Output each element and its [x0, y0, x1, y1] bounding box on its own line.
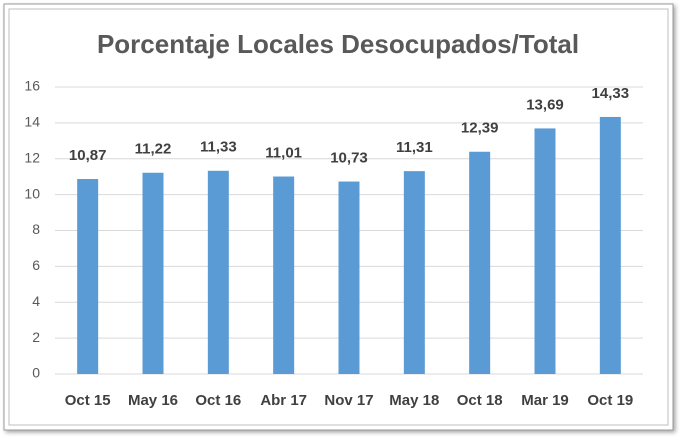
x-tick-label: Abr 17: [260, 392, 307, 409]
y-tick-label: 0: [32, 365, 40, 381]
x-tick-label: Oct 18: [457, 392, 503, 409]
x-tick-label: Oct 15: [65, 392, 111, 409]
bar: [142, 172, 164, 374]
value-label: 11,22: [135, 141, 172, 158]
bar: [403, 171, 425, 374]
bar: [273, 176, 295, 374]
value-label: 11,33: [200, 139, 237, 156]
value-label: 11,31: [396, 139, 433, 156]
y-tick-label: 2: [32, 329, 40, 345]
y-tick-label: 12: [24, 149, 40, 165]
x-tick-label: May 16: [128, 392, 178, 409]
x-tick-label: Nov 17: [324, 392, 373, 409]
plot-area: 0 2 4 6 8 10 12 14 16 10,87 Oct 15 11,22 May 16 11,33…: [24, 78, 643, 409]
bar: [207, 170, 229, 374]
value-label: 11,01: [265, 144, 302, 161]
bar: [534, 128, 556, 374]
bar: [599, 116, 621, 374]
value-label: 12,39: [461, 120, 499, 137]
y-tick-label: 4: [32, 293, 40, 309]
chart-inner-frame: [8, 8, 669, 426]
x-tick-label: Oct 16: [195, 392, 241, 409]
y-tick-label: 16: [24, 78, 40, 94]
y-tick-label: 14: [24, 114, 40, 130]
bar: [77, 179, 99, 374]
bar: [469, 151, 491, 374]
y-tick-label: 6: [32, 257, 40, 273]
chart-title: Porcentaje Locales Desocupados/Total: [97, 29, 579, 59]
x-tick-label: May 18: [389, 392, 439, 409]
x-tick-label: Oct 19: [587, 392, 633, 409]
x-tick-label: Mar 19: [521, 392, 569, 409]
y-tick-label: 10: [24, 185, 40, 201]
bar: [338, 181, 360, 374]
y-tick-label: 8: [32, 221, 40, 237]
value-label: 10,73: [330, 149, 368, 166]
value-label: 14,33: [592, 85, 630, 102]
value-label: 13,69: [526, 96, 564, 113]
value-label: 10,87: [69, 147, 107, 164]
